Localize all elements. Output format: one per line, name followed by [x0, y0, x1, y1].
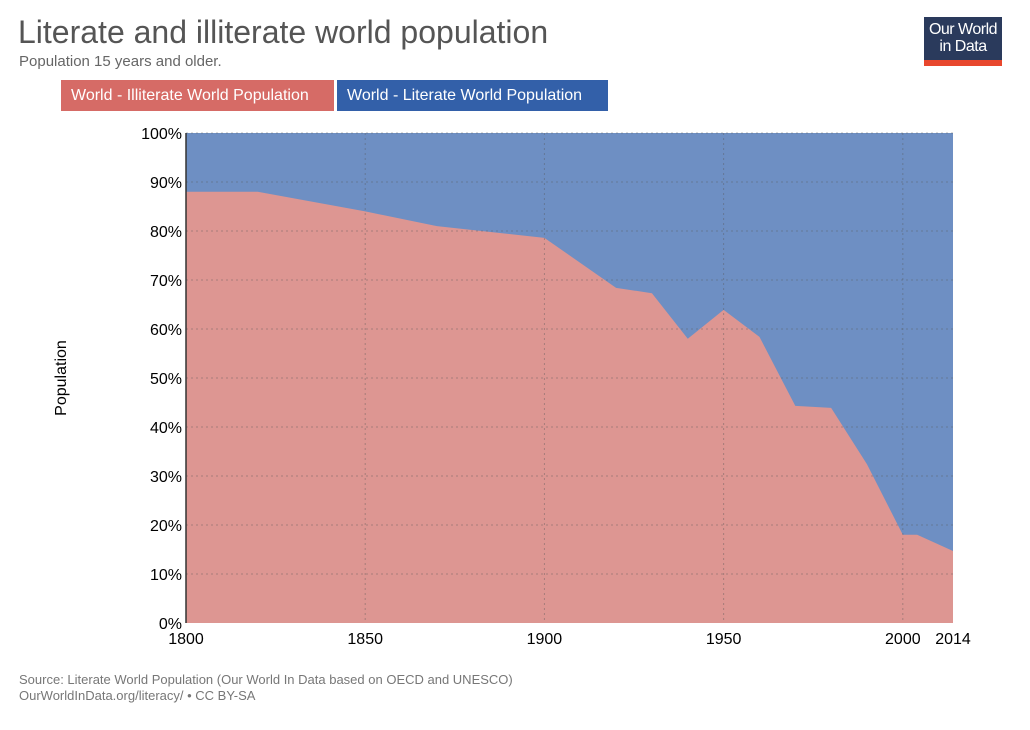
y-axis-label: Population [53, 340, 70, 416]
source-url[interactable]: OurWorldInData.org/literacy/ • CC BY-SA [19, 688, 256, 703]
y-tick-label: 20% [150, 518, 182, 535]
owid-logo[interactable]: Our World in Data [924, 17, 1002, 66]
y-tick-label: 0% [159, 616, 182, 633]
y-tick-label: 100% [141, 126, 182, 143]
x-tick-label: 1900 [527, 631, 563, 648]
x-tick-label: 2000 [885, 631, 921, 648]
y-tick-label: 50% [150, 371, 182, 388]
y-tick-label: 80% [150, 224, 182, 241]
x-tick-label: 2014 [935, 631, 971, 648]
chart-subtitle: Population 15 years and older. [19, 53, 222, 70]
chart-title: Literate and illiterate world population [18, 14, 549, 50]
y-tick-label: 90% [150, 175, 182, 192]
y-tick-label: 30% [150, 469, 182, 486]
y-tick-label: 70% [150, 273, 182, 290]
area-illiterate [186, 191, 953, 624]
x-tick-label: 1850 [347, 631, 383, 648]
legend-illiterate[interactable]: World - Illiterate World Population [61, 80, 334, 111]
y-tick-label: 60% [150, 322, 182, 339]
x-tick-label: 1950 [706, 631, 742, 648]
y-tick-label: 40% [150, 420, 182, 437]
source-note: Source: Literate World Population (Our W… [19, 672, 513, 687]
legend-literate[interactable]: World - Literate World Population [337, 80, 608, 111]
y-tick-label: 10% [150, 567, 182, 584]
x-tick-label: 1800 [168, 631, 204, 648]
